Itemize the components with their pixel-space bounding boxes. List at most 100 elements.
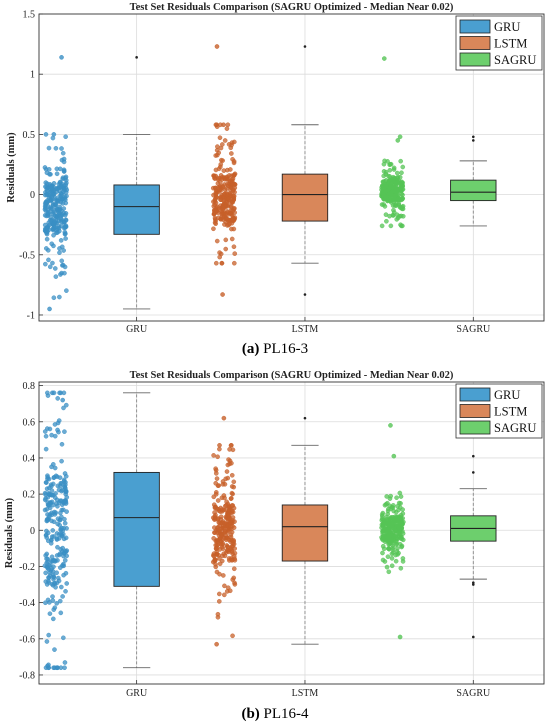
jitter-point (219, 558, 225, 564)
jitter-point (62, 225, 68, 230)
jitter-point (51, 564, 56, 570)
jitter-point (227, 520, 233, 525)
jitter-point (53, 473, 59, 479)
y-tick-label: 0 (30, 526, 35, 537)
box-gru (113, 471, 160, 587)
jitter-point (43, 533, 49, 538)
legend-swatch (459, 36, 491, 50)
jitter-point (45, 500, 51, 505)
jitter-point (222, 222, 227, 227)
jitter-point (229, 226, 234, 232)
jitter-point (47, 264, 53, 270)
chart-title: Test Set Residuals Comparison (SAGRU Opt… (130, 370, 454, 381)
jitter-point (400, 184, 405, 189)
jitter-point (217, 179, 223, 185)
x-tick-label: GRU (126, 324, 148, 335)
jitter-point (54, 601, 60, 606)
jitter-point (397, 490, 403, 496)
jitter-point (215, 614, 221, 620)
jitter-point (396, 196, 401, 201)
x-tick-label: LSTM (292, 688, 319, 699)
jitter-point (229, 558, 235, 563)
jitter-outlier-point (51, 132, 57, 137)
jitter-point (381, 161, 387, 167)
jitter-point (385, 159, 390, 164)
jitter-point (394, 170, 400, 176)
y-tick-label: -0.6 (19, 634, 35, 645)
chart-panel-b: Test Set Residuals Comparison (SAGRU Opt… (4, 370, 545, 699)
outlier-point (303, 45, 307, 48)
jitter-point (44, 639, 50, 644)
jitter-point (213, 122, 219, 128)
legend-swatch (459, 52, 491, 67)
jitter-point (62, 516, 67, 522)
jitter-point (55, 544, 60, 550)
jitter-point (46, 632, 51, 638)
jitter-point (51, 232, 56, 238)
jitter-point (43, 570, 48, 576)
jitter-outlier-point (388, 423, 393, 428)
jitter-point (222, 592, 227, 598)
jitter-outlier-point (214, 641, 219, 647)
jitter-point (400, 203, 406, 209)
jitter-point (230, 491, 235, 497)
jitter-point (224, 499, 229, 505)
jitter-point (44, 226, 50, 232)
y-tick-label: -0.2 (19, 562, 35, 573)
jitter-point (55, 427, 60, 433)
jitter-point (48, 537, 54, 543)
jitter-point (63, 489, 69, 494)
jitter-point (50, 582, 56, 588)
y-axis-label: Residuals (mm) (4, 497, 15, 568)
jitter-point (63, 589, 68, 594)
jitter-point (64, 581, 70, 586)
jitter-point (50, 260, 55, 266)
jitter-point (213, 564, 219, 570)
jitter-point (223, 246, 229, 252)
jitter-point (49, 554, 55, 560)
jitter-point (61, 248, 66, 253)
jitter-point (212, 197, 218, 203)
jitter-point (217, 135, 223, 141)
outlier-point (472, 471, 475, 474)
jitter-point (63, 535, 69, 541)
jitter-point (399, 223, 404, 229)
jitter-point (62, 520, 68, 526)
jitter-point (396, 186, 402, 191)
jitter-point (211, 553, 217, 559)
jitter-point (220, 183, 226, 189)
jitter-point (217, 250, 222, 255)
jitter-point (232, 519, 237, 524)
jitter-point (386, 522, 392, 527)
legend-label: SAGRU (494, 53, 536, 67)
jitter-point (61, 572, 66, 578)
jitter-point (56, 218, 62, 224)
jitter-point (227, 447, 232, 452)
jitter-point (54, 186, 60, 192)
jitter-point (42, 563, 48, 569)
jitter-point (50, 594, 55, 599)
jitter-point (57, 390, 62, 396)
jitter-point (213, 191, 219, 197)
jitter-point (61, 168, 67, 174)
jitter-point (220, 541, 226, 546)
jitter-point (52, 266, 58, 271)
jitter-point (225, 203, 230, 209)
chart-title: Test Set Residuals Comparison (SAGRU Opt… (130, 2, 454, 13)
jitter-point (229, 472, 235, 478)
jitter-point (58, 610, 64, 616)
jitter-point (214, 549, 220, 555)
jitter-point (63, 134, 68, 140)
jitter-point (62, 270, 67, 276)
axes-frame (38, 13, 545, 322)
jitter-point (212, 530, 218, 535)
jitter-point (231, 479, 237, 485)
y-tick-label: 0.8 (23, 381, 36, 392)
jitter-point (63, 402, 69, 408)
jitter-point (379, 202, 385, 207)
legend: GRU LSTM SAGRU (455, 383, 543, 439)
jitter-point (215, 483, 221, 489)
jitter-point (393, 509, 399, 515)
jitter-point (57, 250, 62, 255)
x-tick-label: SAGRU (456, 324, 491, 335)
